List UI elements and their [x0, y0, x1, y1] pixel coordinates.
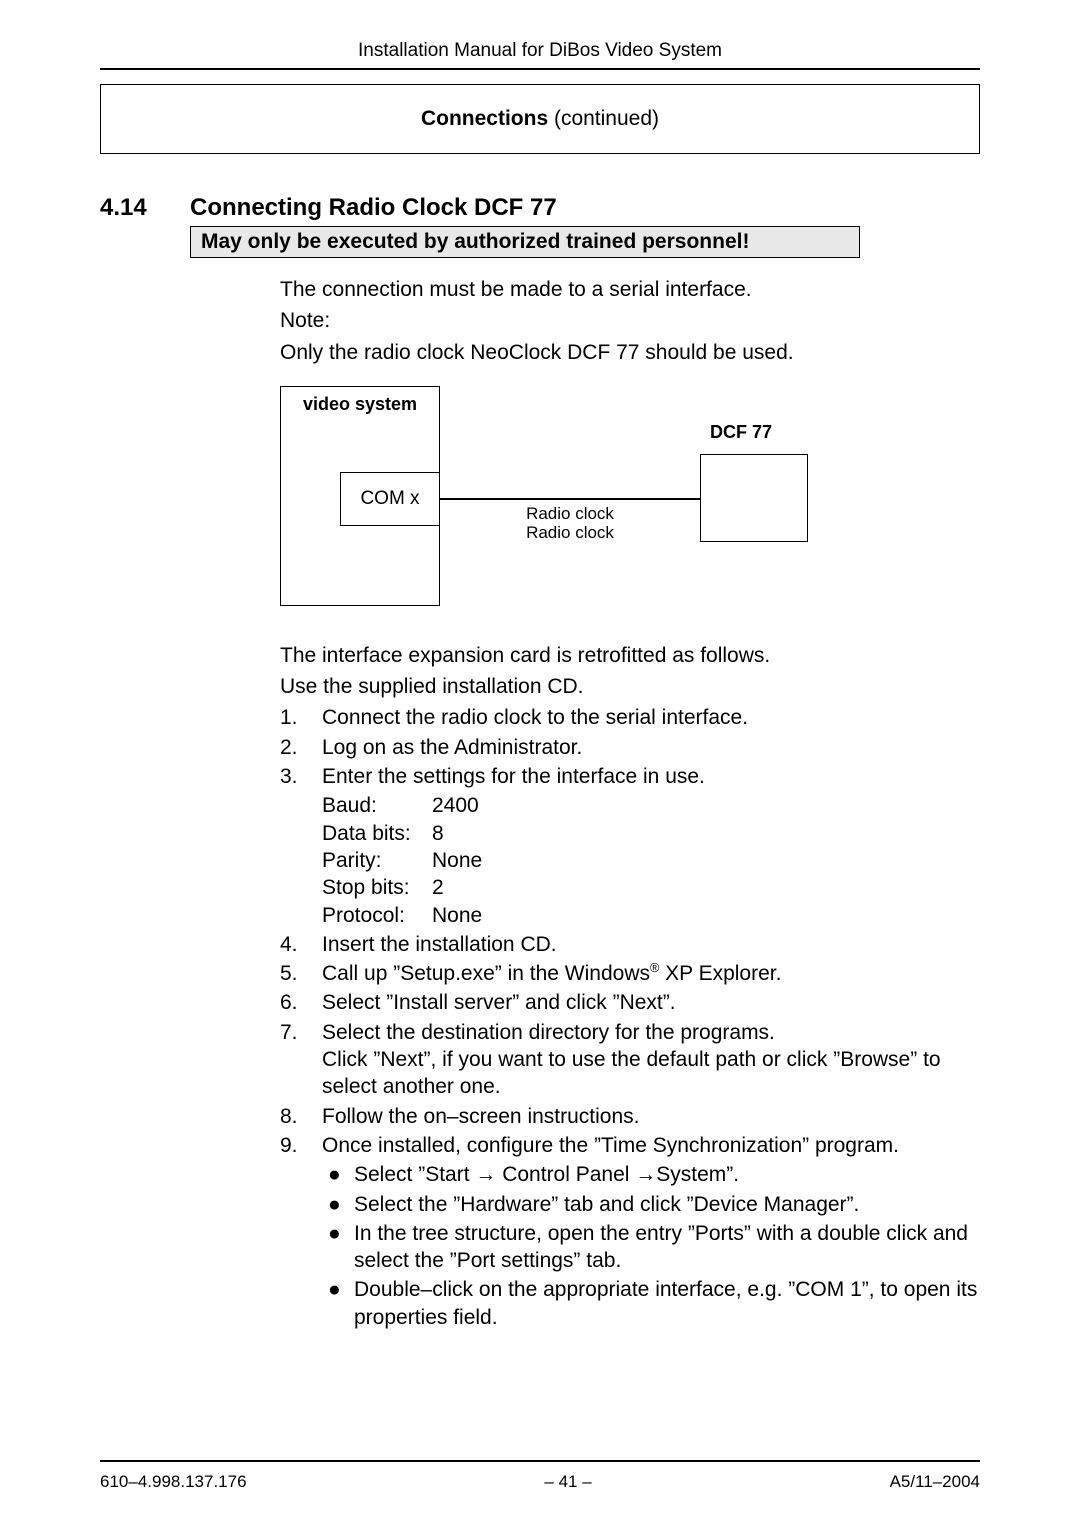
warning-box: May only be executed by authorized train…: [190, 226, 860, 258]
connection-diagram: video system COM x Radio clock Radio clo…: [280, 386, 840, 616]
step-body: Select the destination directory for the…: [322, 1019, 980, 1101]
dcf-box: [700, 454, 808, 542]
step-9-bullets: ●Select ”Start → Control Panel →System”.…: [322, 1161, 980, 1331]
settings-row: Data bits:8: [322, 820, 980, 847]
settings-value: None: [432, 847, 482, 874]
com-box: COM x: [340, 472, 440, 526]
step-8: 8. Follow the on–screen instructions.: [280, 1103, 980, 1130]
step-body: Once installed, configure the ”Time Sync…: [322, 1132, 980, 1333]
step-body: Connect the radio clock to the serial in…: [322, 704, 980, 731]
step-body: Log on as the Administrator.: [322, 734, 980, 761]
step-num: 6.: [280, 989, 322, 1016]
video-system-label: video system: [280, 394, 440, 415]
step-3: 3. Enter the settings for the interface …: [280, 763, 980, 929]
note-body: Only the radio clock NeoClock DCF 77 sho…: [280, 339, 980, 366]
step-3-text: Enter the settings for the interface in …: [322, 765, 705, 788]
settings-label: Parity:: [322, 847, 432, 874]
section-title: Connecting Radio Clock DCF 77: [190, 194, 557, 222]
page-footer: 610–4.998.137.176 – 41 – A5/11–2004: [100, 1460, 980, 1492]
settings-row: Parity:None: [322, 847, 980, 874]
step-num: 1.: [280, 704, 322, 731]
settings-label: Protocol:: [322, 902, 432, 929]
step-7: 7. Select the destination directory for …: [280, 1019, 980, 1101]
settings-row: Baud:2400: [322, 792, 980, 819]
post-diagram-line1: The interface expansion card is retrofit…: [280, 642, 980, 669]
step-5-pre: Call up ”Setup.exe” in the Windows: [322, 962, 650, 985]
cable-label-1: Radio clock: [526, 504, 614, 523]
step-body: Select ”Install server” and click ”Next”…: [322, 989, 980, 1016]
bullet-item: ●Select ”Start → Control Panel →System”.: [322, 1161, 980, 1188]
connection-line: [440, 498, 700, 500]
header-rule: [100, 68, 980, 70]
settings-value: 2400: [432, 792, 479, 819]
step-num: 5.: [280, 960, 322, 987]
settings-label: Data bits:: [322, 820, 432, 847]
step-num: 8.: [280, 1103, 322, 1130]
step-9: 9. Once installed, configure the ”Time S…: [280, 1132, 980, 1333]
step-5: 5. Call up ”Setup.exe” in the Windows® X…: [280, 960, 980, 987]
step-num: 4.: [280, 931, 322, 958]
bullet-item: ●Select the ”Hardware” tab and click ”De…: [322, 1191, 980, 1218]
post-diagram-block: The interface expansion card is retrofit…: [280, 642, 980, 701]
bullet-text: Double–click on the appropriate interfac…: [354, 1276, 980, 1331]
settings-value: 8: [432, 820, 444, 847]
bullet-dot-icon: ●: [322, 1220, 354, 1275]
step-body: Call up ”Setup.exe” in the Windows® XP E…: [322, 960, 980, 987]
post-diagram-line2: Use the supplied installation CD.: [280, 673, 980, 700]
settings-label: Baud:: [322, 792, 432, 819]
step-body: Follow the on–screen instructions.: [322, 1103, 980, 1130]
step-7-text2: Click ”Next”, if you want to use the def…: [322, 1048, 941, 1098]
footer-doc-number: 610–4.998.137.176: [100, 1472, 247, 1492]
cable-label-2: Radio clock: [526, 523, 614, 542]
settings-value: 2: [432, 874, 444, 901]
section-heading: 4.14 Connecting Radio Clock DCF 77: [100, 194, 980, 222]
registered-icon: ®: [650, 961, 659, 975]
bullet-text: Select the ”Hardware” tab and click ”Dev…: [354, 1191, 980, 1218]
step-num: 2.: [280, 734, 322, 761]
step-1: 1. Connect the radio clock to the serial…: [280, 704, 980, 731]
step-num: 3.: [280, 763, 322, 929]
header-manual-title: Installation Manual for DiBos Video Syst…: [100, 40, 980, 62]
bullet-text: Select ”Start → Control Panel →System”.: [354, 1161, 980, 1188]
settings-value: None: [432, 902, 482, 929]
bullet-item: ●In the tree structure, open the entry ”…: [322, 1220, 980, 1275]
bullet-item: ●Double–click on the appropriate interfa…: [322, 1276, 980, 1331]
bullet-dot-icon: ●: [322, 1191, 354, 1218]
step-num: 7.: [280, 1019, 322, 1101]
intro-line1: The connection must be made to a serial …: [280, 276, 980, 303]
bullet-text: In the tree structure, open the entry ”P…: [354, 1220, 980, 1275]
step-2: 2. Log on as the Administrator.: [280, 734, 980, 761]
note-label: Note:: [280, 307, 980, 334]
step-5-post: XP Explorer.: [659, 962, 781, 985]
settings-table: Baud:2400 Data bits:8 Parity:None Stop b…: [322, 792, 980, 928]
step-num: 9.: [280, 1132, 322, 1333]
step-body: Insert the installation CD.: [322, 931, 980, 958]
section-number: 4.14: [100, 194, 190, 222]
connections-rest: (continued): [548, 107, 659, 130]
step-4: 4. Insert the installation CD.: [280, 931, 980, 958]
step-7-text1: Select the destination directory for the…: [322, 1021, 775, 1044]
bullet-dot-icon: ●: [322, 1276, 354, 1331]
connections-box: Connections (continued): [100, 84, 980, 154]
footer-page-number: – 41 –: [544, 1472, 591, 1492]
connection-cable-label: Radio clock Radio clock: [460, 504, 680, 543]
settings-row: Stop bits:2: [322, 874, 980, 901]
dcf-label: DCF 77: [710, 422, 772, 443]
connections-bold: Connections: [421, 107, 548, 130]
step-body: Enter the settings for the interface in …: [322, 763, 980, 929]
footer-revision: A5/11–2004: [890, 1472, 980, 1492]
footer-rule: [100, 1460, 980, 1462]
settings-label: Stop bits:: [322, 874, 432, 901]
settings-row: Protocol:None: [322, 902, 980, 929]
step-6: 6. Select ”Install server” and click ”Ne…: [280, 989, 980, 1016]
intro-block: The connection must be made to a serial …: [280, 276, 980, 366]
bullet-dot-icon: ●: [322, 1161, 354, 1188]
step-9-text: Once installed, configure the ”Time Sync…: [322, 1134, 899, 1157]
ordered-steps: 1. Connect the radio clock to the serial…: [280, 704, 980, 1333]
